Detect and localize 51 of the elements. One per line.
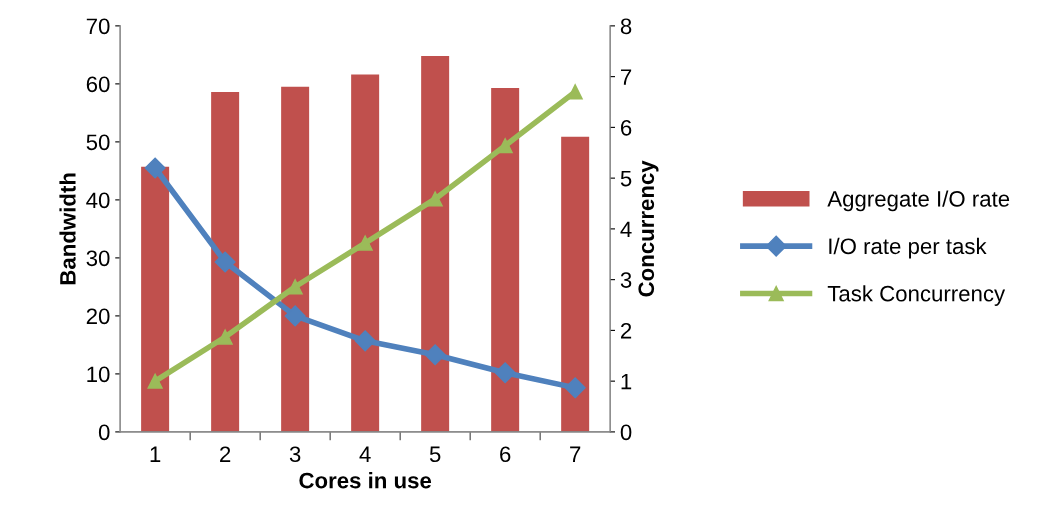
y-tick-label: 0 (98, 424, 110, 441)
x-tick-label: 1 (150, 446, 161, 462)
legend-label: I/O rate per task (829, 237, 987, 259)
y-tick-label: 50 (86, 134, 110, 151)
y-axis-title: Bandwidth (59, 173, 76, 285)
point (497, 138, 513, 154)
bar (211, 92, 240, 432)
legend-label: Aggregate I/O rate (827, 190, 1010, 212)
y2-tick-label: 2 (621, 322, 632, 339)
point (567, 84, 583, 100)
point (427, 191, 443, 207)
point (357, 235, 373, 251)
y2-tick-label: 1 (621, 373, 632, 390)
y-tick-label: 60 (86, 76, 110, 93)
x-tick-label: 7 (570, 446, 581, 462)
y2-tick-label: 4 (620, 221, 632, 237)
x-tick-label: 3 (289, 446, 301, 463)
y2-tick-label: 5 (620, 170, 632, 187)
point (354, 330, 376, 352)
y-tick-label: 10 (87, 366, 110, 383)
y-tick-label: 30 (86, 250, 110, 267)
bar (281, 86, 310, 432)
point (494, 362, 516, 384)
bar (491, 87, 520, 432)
y2-axis-title: Concurrency (638, 160, 659, 297)
bar (351, 74, 380, 432)
x-tick-label: 4 (359, 446, 371, 462)
x-tick-label: 6 (500, 446, 511, 463)
point (214, 251, 236, 273)
point (284, 305, 306, 327)
point (217, 329, 233, 345)
y-tick-label: 70 (86, 18, 110, 35)
bar (141, 166, 170, 432)
x-tick-label: 5 (429, 446, 441, 463)
y2-tick-label: 7 (621, 69, 632, 85)
point (424, 344, 446, 366)
point (287, 279, 303, 295)
x-axis-title: Cores in use (299, 472, 432, 489)
legend-label: Task Concurrency (827, 285, 1006, 306)
y-tick-label: 40 (86, 192, 110, 209)
bar (561, 136, 590, 432)
y-tick-label: 20 (86, 308, 110, 325)
y2-tick-label: 6 (621, 119, 632, 136)
y2-tick-label: 8 (620, 18, 632, 35)
point (144, 157, 166, 179)
point (564, 377, 586, 399)
y2-tick-label: 3 (620, 272, 632, 288)
x-tick-label: 2 (220, 446, 231, 462)
point (147, 373, 163, 389)
y2-tick-label: 0 (620, 424, 632, 441)
bar (421, 56, 450, 432)
